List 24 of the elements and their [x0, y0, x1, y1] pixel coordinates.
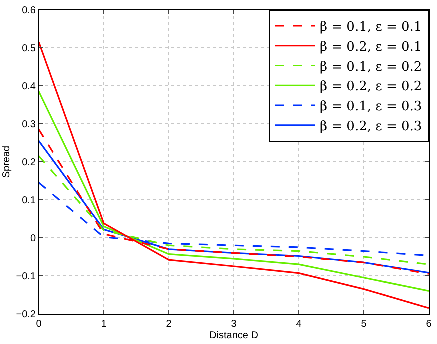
y-tick-label: 0 — [30, 234, 36, 244]
legend-label: β = 0.1, ε = 0.1 — [320, 20, 422, 36]
y-tick-label: 0.1 — [22, 196, 36, 206]
x-tick-label: 1 — [101, 319, 108, 330]
legend-label: β = 0.2, ε = 0.1 — [320, 40, 422, 55]
legend-label: β = 0.1, ε = 0.3 — [320, 100, 422, 115]
y-tick-label: 0.6 — [22, 6, 36, 16]
legend-label: β = 0.2, ε = 0.2 — [320, 80, 422, 95]
y-tick-label: 0.3 — [22, 120, 36, 130]
legend-label: β = 0.1, ε = 0.2 — [320, 60, 422, 75]
line-series — [39, 42, 429, 310]
y-tick-label: −0.1 — [16, 272, 36, 282]
x-tick-label: 5 — [361, 319, 368, 330]
legend-label: β = 0.2, ε = 0.3 — [320, 120, 422, 135]
x-axis-title: Distance D — [210, 330, 258, 342]
y-axis-title: Spread — [1, 146, 12, 178]
y-tick-label: 0.4 — [22, 82, 36, 92]
x-tick-label: 3 — [231, 319, 238, 330]
y-tick-label: 0.5 — [22, 44, 36, 54]
x-tick-label: 2 — [166, 319, 172, 330]
x-tick-label: 4 — [296, 319, 302, 330]
y-tick-label: 0.2 — [22, 158, 36, 168]
y-tick-label: −0.2 — [16, 310, 36, 320]
x-tick-label: 6 — [426, 319, 432, 330]
